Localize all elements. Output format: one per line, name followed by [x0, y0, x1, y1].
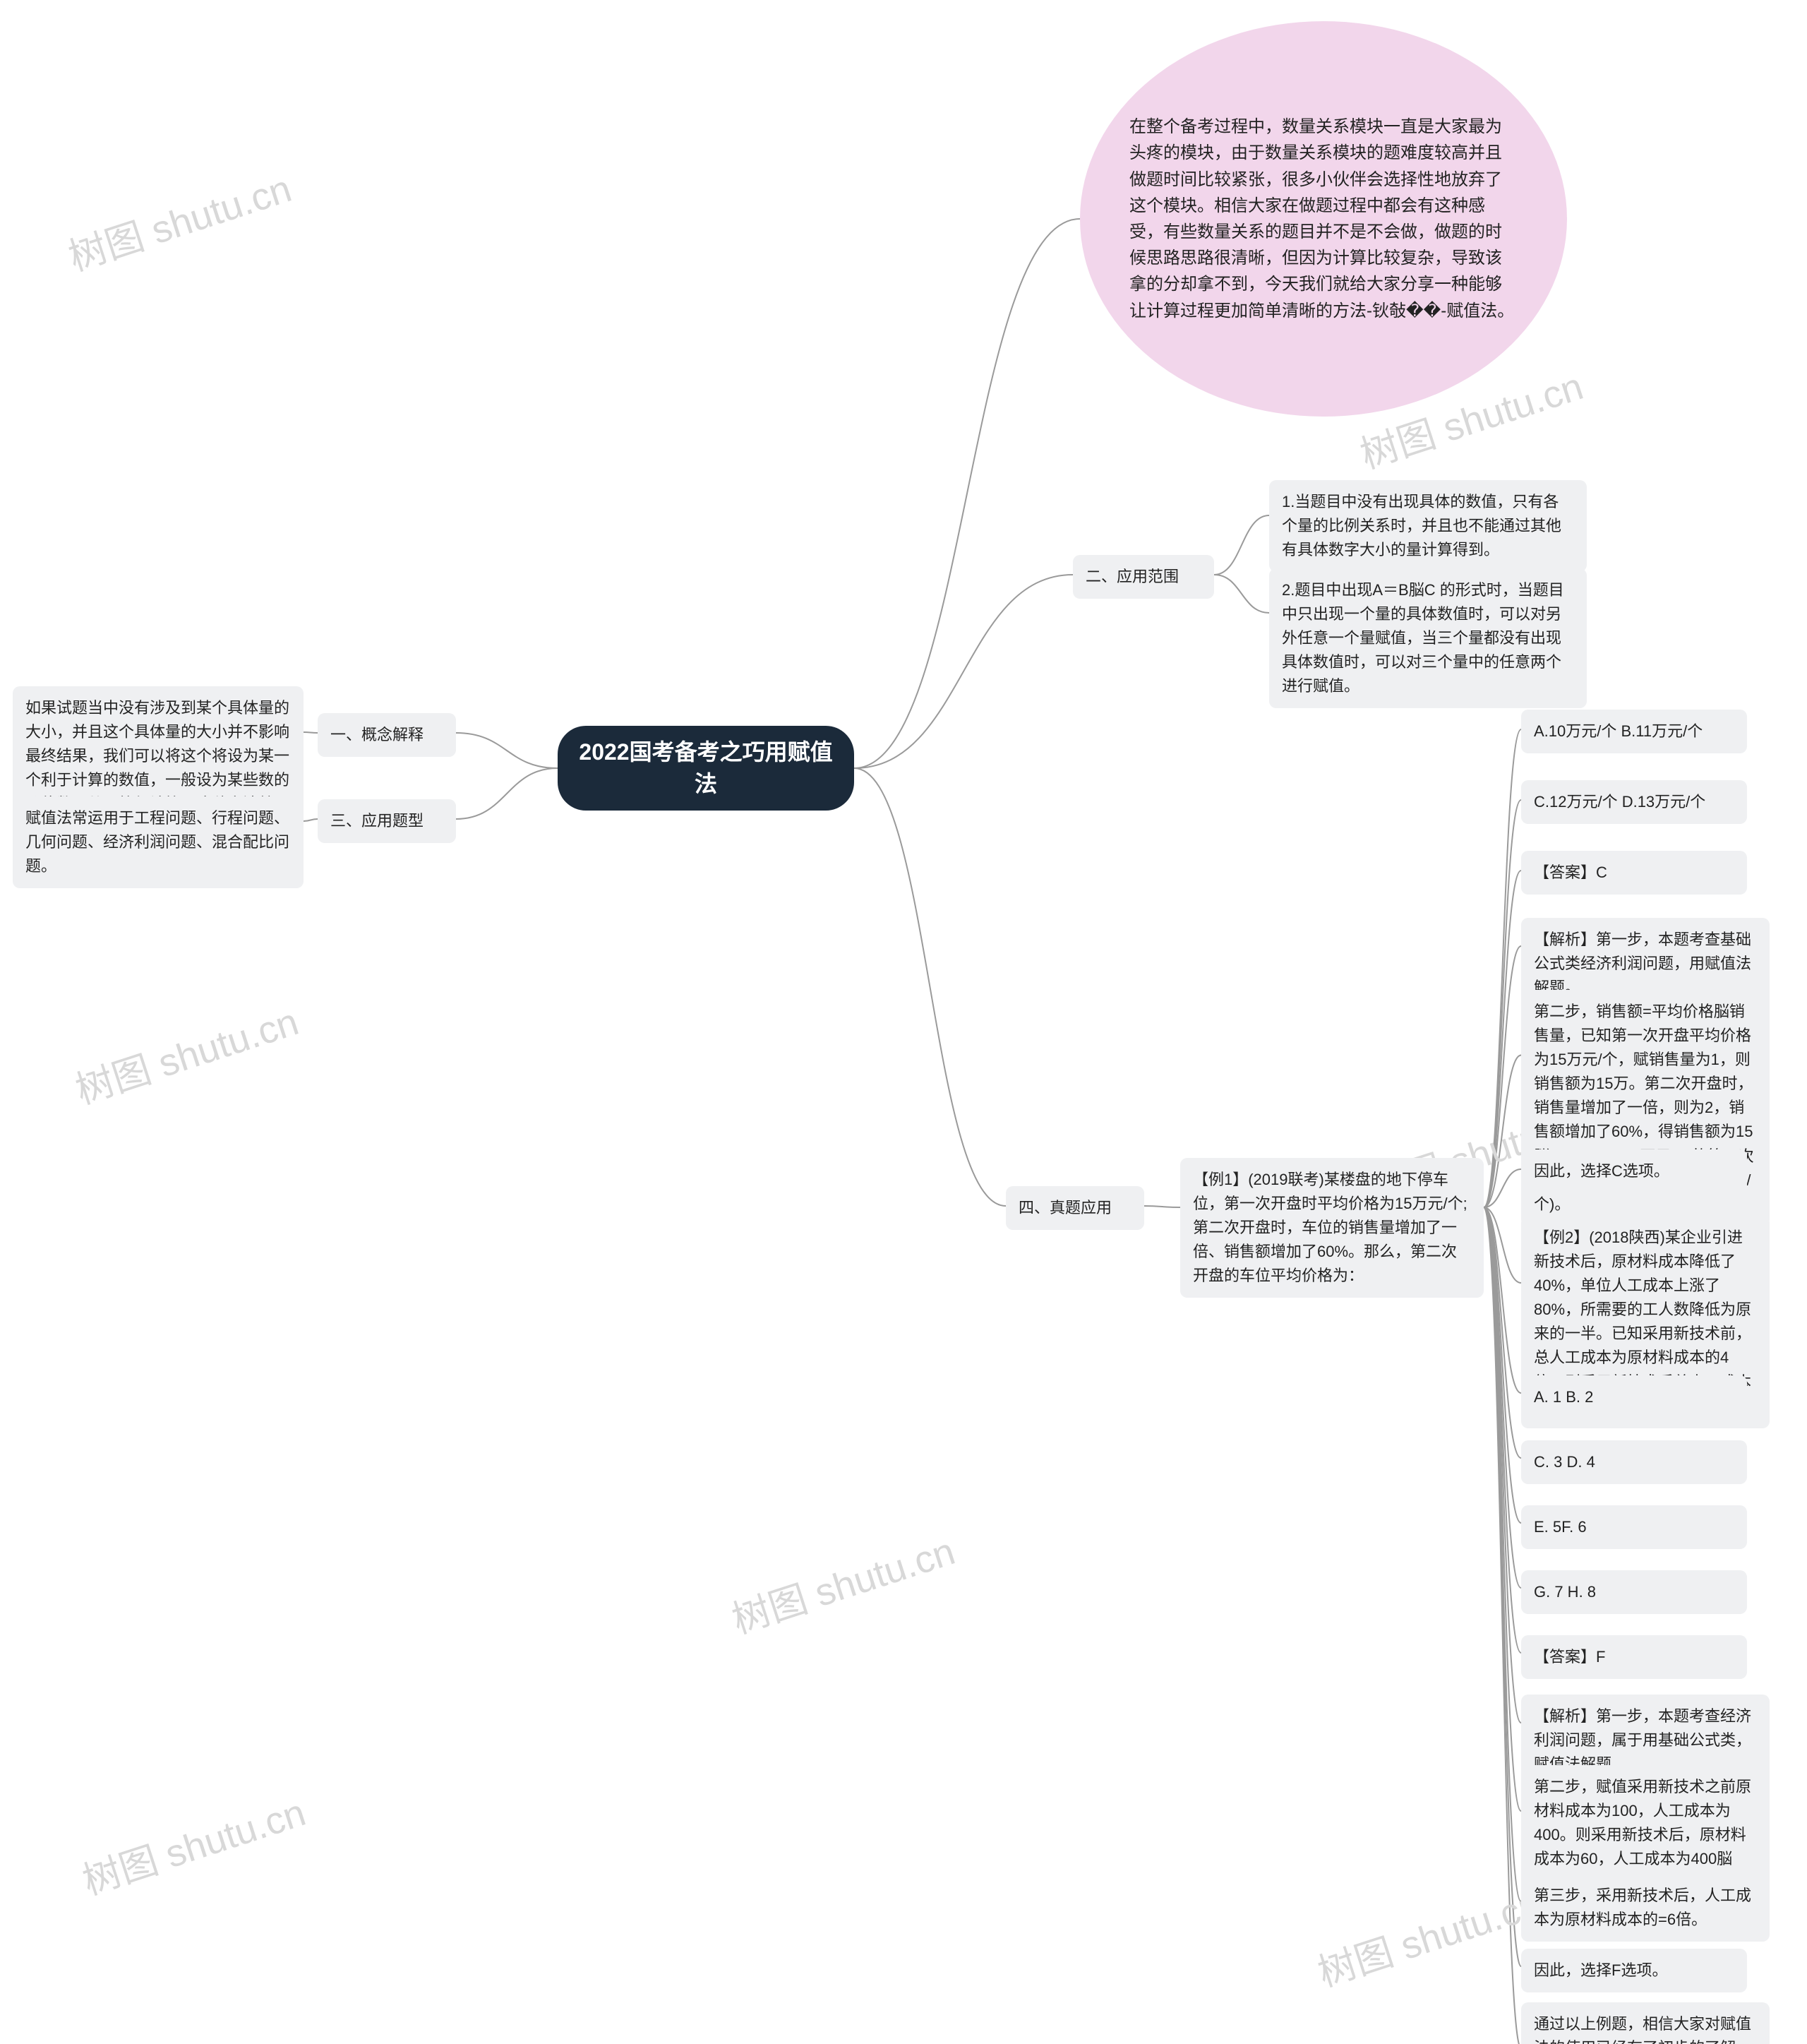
node-sec4_ansF: 【答案】F [1521, 1635, 1747, 1679]
edge [304, 732, 318, 733]
node-sec4_optGH: G. 7 H. 8 [1521, 1570, 1747, 1614]
node-sec2_item1: 1.当题目中没有出现具体的数值，只有各个量的比例关系时，并且也不能通过其他有具体… [1269, 480, 1587, 572]
node-sec4_optEF: E. 5F. 6 [1521, 1505, 1747, 1549]
edge [1484, 1207, 1521, 1588]
node-label: 【答案】F [1534, 1645, 1605, 1669]
edge [1484, 871, 1521, 1207]
mindmap-canvas: 树图 shutu.cn 树图 shutu.cn 树图 shutu.cn 树图 shut… [0, 0, 1807, 2044]
node-sec4_ana3: 因此，选择C选项。 [1521, 1149, 1747, 1193]
edge [1484, 1207, 1521, 2044]
edge [1214, 575, 1269, 613]
node-sec2_item2: 2.题目中出现A＝B脳C 的形式时，当题目中只出现一个量的具体数值时，可以对另外… [1269, 568, 1587, 708]
edge [1484, 1207, 1521, 1283]
node-sec3_body: 赋值法常运用于工程问题、行程问题、几何问题、经济利润问题、混合配比问题。 [13, 796, 304, 888]
node-label: C.12万元/个 D.13万元/个 [1534, 790, 1705, 814]
node-sec4_optC: C.12万元/个 D.13万元/个 [1521, 780, 1747, 824]
node-label: A. 1 B. 2 [1534, 1385, 1593, 1409]
edge [1484, 1207, 1521, 1458]
edge [1214, 515, 1269, 575]
node-label: 四、真题应用 [1019, 1196, 1112, 1220]
node-sec1_title: 一、概念解释 [318, 713, 456, 757]
watermark: 树图 shutu.cn [68, 991, 305, 1115]
edge [1484, 1207, 1521, 1653]
node-label: 因此，选择F选项。 [1534, 1959, 1667, 1983]
root-label: 2022国考备考之巧用赋值法 [579, 736, 833, 800]
node-sec4_ansC: 【答案】C [1521, 851, 1747, 895]
node-sec2_title: 二、应用范围 [1073, 555, 1214, 599]
node-sec4_ana7: 因此，选择F选项。 [1521, 1949, 1747, 1992]
edge [1484, 1207, 1521, 1811]
node-label: G. 7 H. 8 [1534, 1580, 1596, 1604]
node-label: 一、概念解释 [330, 723, 424, 747]
node-sec4_ana8: 通过以上例题，相信大家对赋值法的使用已经有了初步的了解，以后大家做题的时候要熟练… [1521, 2002, 1770, 2044]
edge [1484, 729, 1521, 1207]
edge [456, 733, 558, 768]
node-label: 赋值法常运用于工程问题、行程问题、几何问题、经济利润问题、混合配比问题。 [25, 806, 291, 878]
node-label: 第三步，采用新技术后，人工成本为原材料成本的=6倍。 [1534, 1884, 1757, 1932]
node-sec4_optA: A.10万元/个 B.11万元/个 [1521, 710, 1747, 753]
node-label: 三、应用题型 [330, 809, 424, 833]
node-intro: 在整个备考过程中，数量关系模块一直是大家最为头疼的模块，由于数量关系模块的题难度… [1080, 21, 1567, 417]
node-label: A.10万元/个 B.11万元/个 [1534, 719, 1703, 743]
node-label: 2.题目中出现A＝B脳C 的形式时，当题目中只出现一个量的具体数值时，可以对另外… [1282, 578, 1574, 698]
watermark: 树图 shutu.cn [61, 157, 298, 282]
edge [1484, 946, 1521, 1207]
node-label: 在整个备考过程中，数量关系模块一直是大家最为头疼的模块，由于数量关系模块的题难度… [1129, 114, 1518, 324]
node-label: 【答案】C [1534, 861, 1607, 885]
edge [854, 768, 1006, 1206]
node-sec4_stem: 【例1】(2019联考)某楼盘的地下停车位，第一次开盘时平均价格为15万元/个;… [1180, 1158, 1484, 1298]
edge [1484, 1207, 1521, 1393]
node-label: 【解析】第一步，本题考查基础公式类经济利润问题，用赋值法解题。 [1534, 928, 1757, 1000]
edge [1484, 800, 1521, 1207]
watermark: 树图 shutu.cn [1310, 1873, 1547, 1997]
edge [1144, 1206, 1180, 1207]
edge [1484, 1207, 1521, 1723]
edge [1484, 1207, 1521, 1966]
node-label: E. 5F. 6 [1534, 1515, 1587, 1539]
edge [456, 768, 558, 819]
node-sec4_optAB: A. 1 B. 2 [1521, 1375, 1747, 1419]
edge [1484, 1207, 1521, 1523]
edge [304, 819, 318, 821]
node-sec3_title: 三、应用题型 [318, 799, 456, 843]
edge [1484, 1056, 1521, 1208]
node-sec4_optCD: C. 3 D. 4 [1521, 1440, 1747, 1484]
node-label: 因此，选择C选项。 [1534, 1159, 1669, 1183]
edge [1484, 1207, 1521, 1901]
node-sec4_title: 四、真题应用 [1006, 1186, 1144, 1230]
edge [1484, 1169, 1521, 1207]
edge [854, 575, 1073, 768]
node-sec4_ana6: 第三步，采用新技术后，人工成本为原材料成本的=6倍。 [1521, 1874, 1770, 1942]
node-label: 通过以上例题，相信大家对赋值法的使用已经有了初步的了解，以后大家做题的时候要熟练… [1534, 2012, 1757, 2044]
node-label: 1.当题目中没有出现具体的数值，只有各个量的比例关系时，并且也不能通过其他有具体… [1282, 490, 1574, 562]
node-label: 【例1】(2019联考)某楼盘的地下停车位，第一次开盘时平均价格为15万元/个;… [1193, 1168, 1471, 1288]
root-node: 2022国考备考之巧用赋值法 [558, 726, 854, 811]
node-label: 二、应用范围 [1086, 565, 1179, 589]
node-label: C. 3 D. 4 [1534, 1450, 1595, 1474]
edge [854, 219, 1080, 768]
watermark: 树图 shutu.cn [75, 1781, 312, 1906]
watermark: 树图 shutu.cn [724, 1520, 961, 1644]
